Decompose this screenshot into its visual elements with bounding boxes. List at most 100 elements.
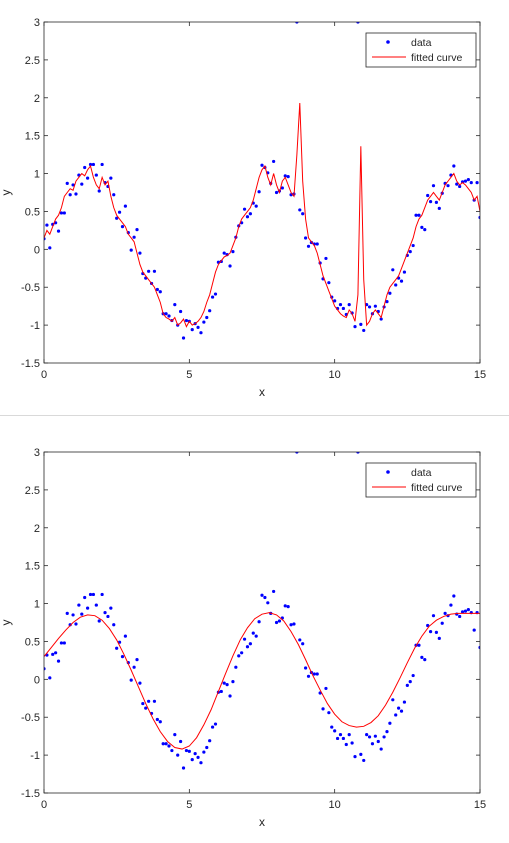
- chart-1-data-point: [335, 736, 340, 741]
- chart-0-data-point: [446, 184, 450, 188]
- chart-0-y-tick-label: 1: [34, 169, 40, 181]
- chart-0-data-point: [260, 163, 264, 167]
- chart-0-data-point: [431, 184, 436, 188]
- chart-0-data-point: [391, 268, 395, 272]
- chart-1-data-point: [248, 642, 252, 646]
- chart-0-data-point: [115, 216, 119, 220]
- chart-1-data-point: [222, 681, 226, 685]
- chart-1-data-point: [347, 733, 351, 737]
- chart-1-y-tick-label: 1.5: [25, 561, 40, 573]
- chart-0-x-axis-label: x: [259, 385, 265, 399]
- chart-0-data-point: [94, 173, 98, 177]
- chart-0-data-point: [385, 300, 389, 304]
- chart-1-data-point: [431, 614, 436, 618]
- chart-1-data-point: [304, 666, 308, 670]
- chart-1-data-point: [376, 739, 380, 744]
- chart-1-plot-area: [44, 452, 480, 793]
- chart-1-data-point: [86, 606, 90, 610]
- chart-0-data-point: [164, 312, 168, 316]
- chart-top: 0 5 10 15 -1.5 -1 -0.5 0 0.5 1 1.5 2 2.5 3 x y data fitte…: [0, 0, 509, 412]
- chart-1-axes-box: [43, 451, 481, 794]
- chart-1-data-point: [132, 665, 136, 669]
- chart-0-data-point: [86, 176, 90, 180]
- chart-1-data-point: [266, 601, 270, 605]
- chart-1-data-point: [463, 609, 468, 613]
- chart-0-data-point: [466, 178, 470, 182]
- chart-0-legend-box: [365, 32, 477, 68]
- chart-0-data-point: [62, 211, 66, 215]
- chart-1-data-point: [208, 739, 212, 743]
- chart-1-data-point: [411, 673, 415, 678]
- chart-1-data-point: [359, 752, 363, 756]
- chart-1-x-axis-label: x: [259, 815, 265, 829]
- chart-1-data-point: [56, 659, 61, 663]
- chart-1-data-point: [263, 595, 267, 600]
- chart-1-data-point: [144, 706, 148, 710]
- chart-1-y-tick-label: -1.5: [21, 788, 40, 800]
- chart-0-x-tick-label: 10: [329, 369, 341, 381]
- chart-1-data-point: [277, 619, 282, 623]
- chart-0-data-point: [411, 243, 415, 248]
- chart-0-data-point: [97, 189, 101, 193]
- chart-0-data-point: [280, 186, 284, 190]
- chart-0-data-point: [257, 190, 261, 194]
- chart-1-data-point: [155, 717, 159, 722]
- chart-0-data-point: [199, 331, 203, 335]
- chart-0-y-tick-label: -1.5: [21, 358, 40, 370]
- chart-1-data-point: [341, 736, 345, 741]
- chart-1-data-point: [181, 766, 186, 770]
- chart-1-data-point: [240, 651, 244, 655]
- chart-1-data-point: [91, 592, 96, 597]
- chart-0-plot-content: [44, 22, 480, 340]
- chart-1-data-point: [193, 752, 197, 756]
- chart-0-data-point: [100, 162, 104, 167]
- chart-1-data-point: [298, 638, 302, 642]
- chart-0-y-tick-label: 0: [34, 244, 40, 256]
- chart-0-data-point: [196, 325, 200, 329]
- chart-1-data-point: [83, 595, 87, 600]
- chart-1-data-point: [147, 699, 151, 703]
- chart-1-data-point: [219, 689, 223, 694]
- chart-1-data-point: [210, 725, 215, 729]
- chart-1-data-point: [402, 700, 407, 704]
- chart-1-data-point: [428, 629, 433, 634]
- chart-1-data-point: [196, 755, 200, 759]
- chart-1-data-point: [466, 608, 470, 612]
- chart-1-y-tick-label: 0.5: [25, 636, 40, 648]
- chart-1-data-point: [388, 721, 392, 725]
- chart-0-data-point: [333, 299, 337, 303]
- chart-0-data-point: [315, 242, 319, 246]
- chart-1-data-point: [306, 674, 311, 678]
- chart-0-data-point: [228, 264, 232, 268]
- chart-0-data-point: [388, 291, 392, 295]
- chart-1-data-point: [100, 592, 104, 597]
- chart-1-data-point: [458, 614, 462, 619]
- chart-0-data-point: [158, 290, 162, 294]
- chart-0-data-point: [213, 292, 218, 296]
- chart-1-x-tick-label: 5: [186, 799, 192, 811]
- chart-1-data-point: [330, 725, 334, 729]
- chart-1-data-point: [138, 681, 142, 685]
- chart-1-y-tick-label: 2.5: [25, 485, 40, 497]
- chart-0-data-point: [71, 183, 75, 187]
- chart-0-data-point: [155, 287, 159, 292]
- chart-1-y-tick-label: -0.5: [21, 712, 40, 724]
- chart-0-data-point: [74, 192, 78, 196]
- chart-0-data-point: [205, 315, 209, 320]
- chart-divider: [0, 415, 509, 416]
- chart-1-y-axis-label: y: [0, 620, 13, 626]
- chart-0-data-point: [184, 318, 189, 323]
- chart-0-data-point: [147, 269, 151, 273]
- chart-1-data-point: [164, 742, 168, 746]
- chart-0-data-point: [306, 244, 311, 248]
- chart-1-data-point: [88, 592, 93, 597]
- chart-0-data-point: [347, 303, 351, 307]
- chart-1-data-point: [94, 603, 98, 607]
- chart-0-data-point: [91, 162, 96, 167]
- chart-0-y-tick-label: 1.5: [25, 131, 40, 143]
- chart-1-data-point: [152, 699, 157, 703]
- chart-1-legend-swatch-data: [386, 470, 390, 474]
- chart-0-data-point: [202, 320, 206, 324]
- chart-0-data-point: [286, 174, 290, 179]
- chart-1-data-point: [106, 614, 110, 619]
